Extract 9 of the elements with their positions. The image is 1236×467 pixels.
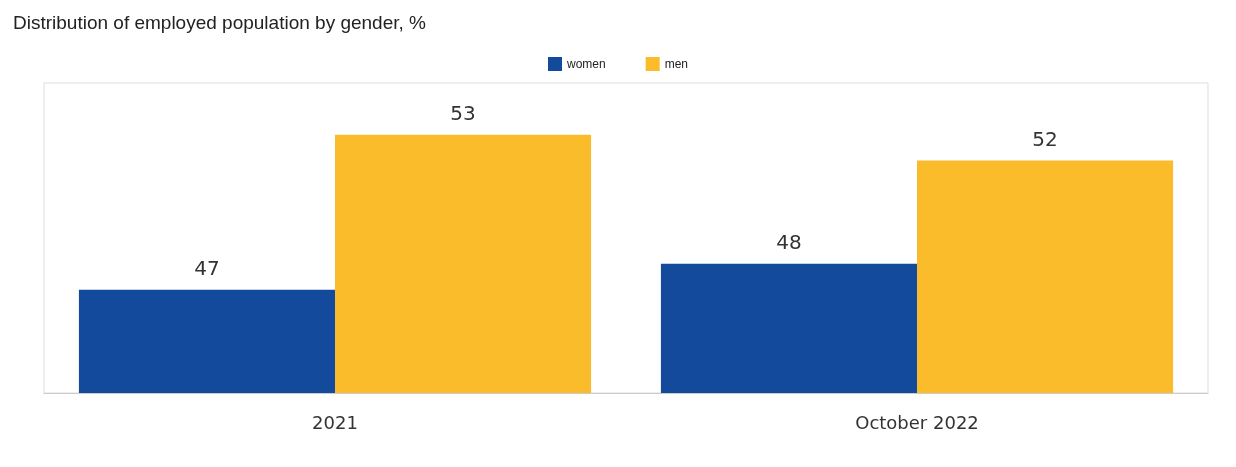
data-label: 52 bbox=[1032, 126, 1058, 151]
legend-label: women bbox=[565, 57, 606, 71]
x-tick-label: October 2022 bbox=[855, 411, 979, 433]
data-label: 48 bbox=[776, 229, 802, 254]
data-label: 47 bbox=[194, 255, 220, 280]
x-tick-label: 2021 bbox=[312, 411, 358, 433]
data-label: 53 bbox=[450, 100, 476, 125]
chart-title: Distribution of employed population by gender, % bbox=[13, 12, 427, 33]
legend-label: men bbox=[664, 57, 689, 71]
